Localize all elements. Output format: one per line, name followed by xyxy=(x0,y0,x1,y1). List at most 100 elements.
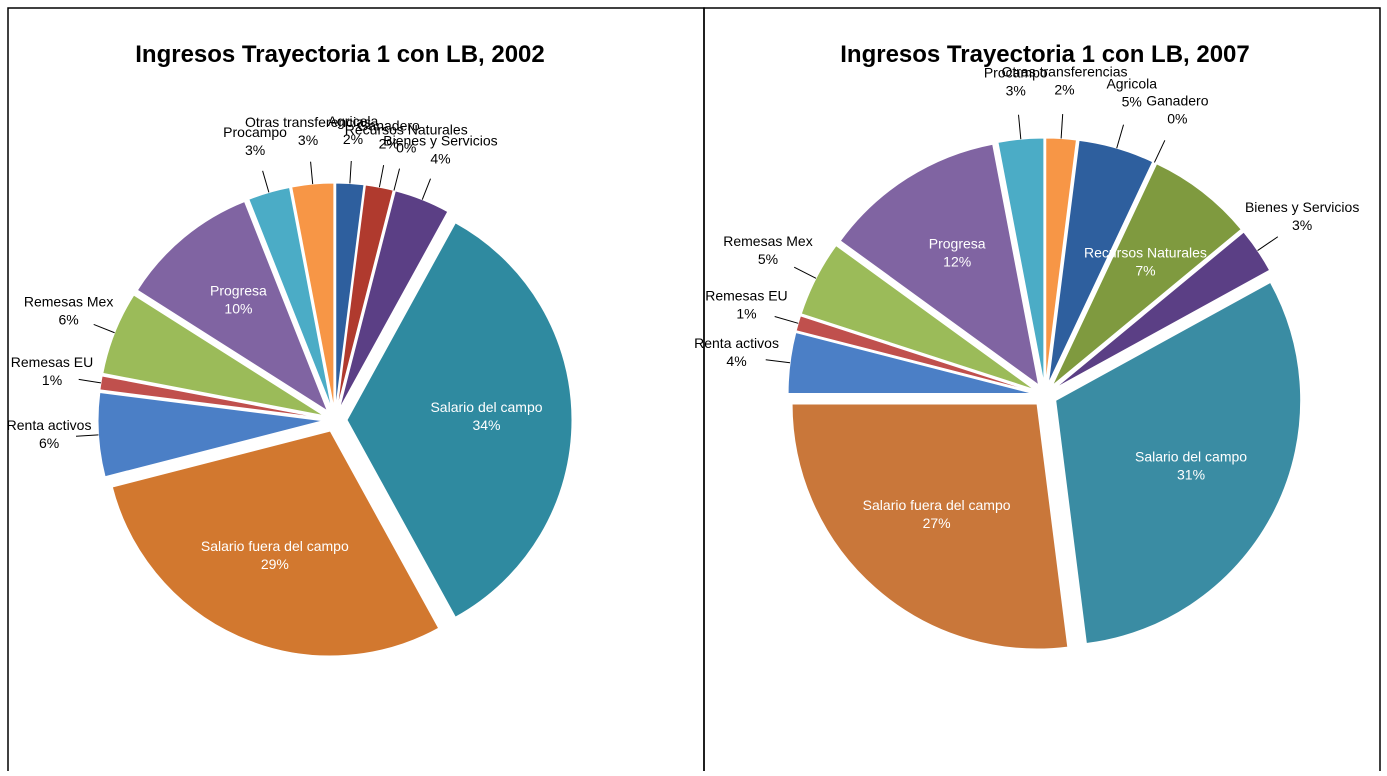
value-label: 5% xyxy=(758,251,778,267)
value-label: 3% xyxy=(1006,82,1026,98)
data-label: Renta activos 4% xyxy=(694,335,779,369)
data-label: Salario del campo 34% xyxy=(430,399,542,433)
pie-slice xyxy=(1054,231,1271,389)
pie-slice xyxy=(338,190,449,410)
data-label: Otras transferencias 3% xyxy=(245,114,371,148)
panel-border xyxy=(703,7,1381,776)
leader-line xyxy=(765,359,791,364)
value-label: 4% xyxy=(430,151,450,167)
pie-slice xyxy=(1047,139,1154,384)
value-label: 2% xyxy=(1054,82,1074,98)
leader-line xyxy=(1153,140,1166,163)
category-label: Procampo xyxy=(984,64,1048,80)
pie-slice xyxy=(1051,163,1242,386)
pie-slice xyxy=(248,186,333,409)
data-label: Ganadero 2% xyxy=(358,118,420,152)
value-label: 6% xyxy=(39,435,59,451)
leader-line xyxy=(93,324,115,334)
data-label: Remesas EU 1% xyxy=(11,354,93,388)
category-label: Renta activos xyxy=(694,335,779,351)
data-label: Salario del campo 31% xyxy=(1135,448,1247,482)
pie-slice xyxy=(97,391,324,478)
category-label: Renta activos xyxy=(7,417,92,433)
category-label: Ganadero xyxy=(1146,93,1208,109)
data-label: Remesas EU 1% xyxy=(705,287,787,321)
pie-slice xyxy=(111,430,440,657)
leader-line xyxy=(393,168,401,191)
value-label: 2% xyxy=(379,136,399,152)
data-label: Recursos Naturales 0% xyxy=(345,122,468,156)
category-label: Remesas EU xyxy=(11,354,93,370)
pie-slice xyxy=(839,143,1040,387)
value-label: 3% xyxy=(1292,217,1312,233)
leader-line xyxy=(378,165,385,188)
category-label: Ganadero xyxy=(358,118,420,134)
value-label: 31% xyxy=(1177,466,1205,482)
chart-title: Ingresos Trayectoria 1 con LB, 2002 xyxy=(135,41,545,68)
leader-line xyxy=(1116,124,1125,149)
data-label: Ganadero 0% xyxy=(1146,93,1208,127)
value-label: 4% xyxy=(726,353,746,369)
category-label: Remesas Mex xyxy=(24,294,113,310)
category-label: Bienes y Servicios xyxy=(383,133,497,149)
data-label: Salario fuera del campo 29% xyxy=(201,538,349,572)
data-label: Procampo 3% xyxy=(984,64,1048,98)
value-label: 10% xyxy=(224,300,252,316)
category-label: Salario del campo xyxy=(430,399,542,415)
leader-line xyxy=(774,315,799,324)
data-label: Bienes y Servicios 4% xyxy=(383,133,497,167)
category-label: Remesas EU xyxy=(705,287,787,303)
category-label: Progresa xyxy=(929,236,986,252)
data-label: Bienes y Servicios 3% xyxy=(1245,199,1359,233)
leader-line xyxy=(262,170,270,193)
leader-line xyxy=(75,434,99,437)
leader-line xyxy=(793,266,817,279)
chart-title: Ingresos Trayectoria 1 con LB, 2007 xyxy=(840,41,1250,68)
data-label: Remesas Mex 6% xyxy=(24,294,113,328)
category-label: Bienes y Servicios xyxy=(1245,199,1359,215)
value-label: 2% xyxy=(343,131,363,147)
data-label: Renta activos 6% xyxy=(7,417,92,451)
category-label: Salario del campo xyxy=(1135,448,1247,464)
category-label: Recursos Naturales xyxy=(1084,244,1207,260)
category-label: Salario fuera del campo xyxy=(863,497,1011,513)
pie-slice xyxy=(791,403,1069,650)
pie-slice xyxy=(800,244,1035,391)
pie-slice xyxy=(102,294,325,417)
value-label: 3% xyxy=(298,132,318,148)
data-label: Procampo 3% xyxy=(223,124,287,158)
data-label: Progresa 10% xyxy=(210,282,267,316)
value-label: 3% xyxy=(245,142,265,158)
value-label: 27% xyxy=(923,515,951,531)
category-label: Salario fuera del campo xyxy=(201,538,349,554)
leader-line xyxy=(1018,114,1022,140)
data-label: Progresa 12% xyxy=(929,236,986,270)
value-label: 7% xyxy=(1135,262,1155,278)
pie-slice xyxy=(291,182,335,409)
category-label: Otras transferencias xyxy=(245,114,371,130)
value-label: 1% xyxy=(42,372,62,388)
pie-slice xyxy=(335,182,365,409)
pie-slice xyxy=(337,190,395,409)
data-label: Salario fuera del campo 27% xyxy=(863,497,1011,531)
data-label: Recursos Naturales 7% xyxy=(1084,244,1207,278)
value-label: 0% xyxy=(1167,111,1187,127)
value-label: 5% xyxy=(1122,93,1142,109)
leader-line xyxy=(310,161,314,185)
value-label: 0% xyxy=(396,140,416,156)
data-label: Remesas Mex 5% xyxy=(723,233,812,267)
pie-slice xyxy=(1055,281,1302,645)
pie-slice xyxy=(136,200,329,413)
value-label: 6% xyxy=(59,312,79,328)
category-label: Recursos Naturales xyxy=(345,122,468,138)
data-label: Agricola 2% xyxy=(328,113,379,147)
pie-slice xyxy=(795,315,1034,393)
category-label: Procampo xyxy=(223,124,287,140)
value-label: 34% xyxy=(472,417,500,433)
category-label: Agricola xyxy=(328,113,379,129)
pie-slice xyxy=(1045,137,1078,384)
pie-slice xyxy=(346,222,573,618)
leader-line xyxy=(421,178,431,200)
